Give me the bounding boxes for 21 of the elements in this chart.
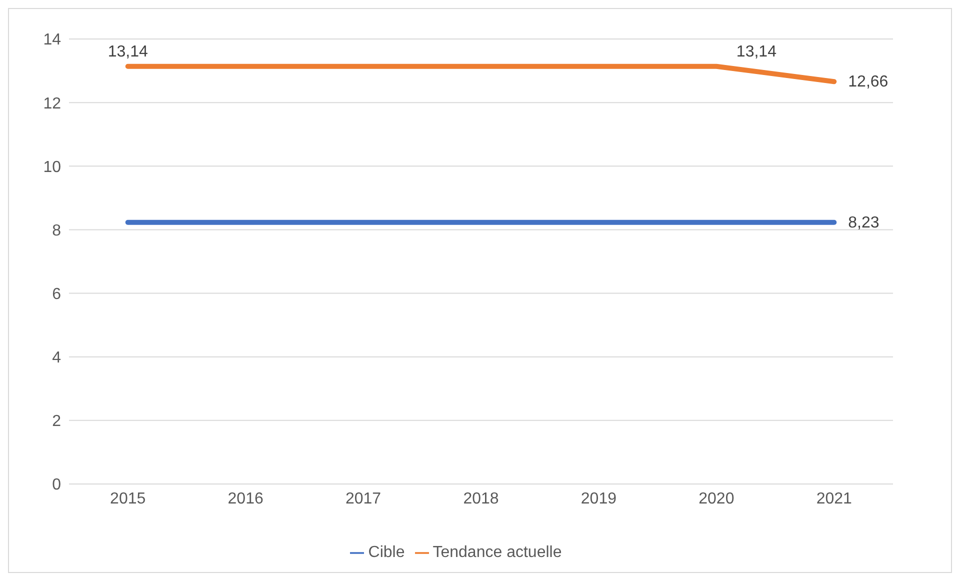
x-tick-label: 2020 — [698, 490, 734, 508]
x-tick-label: 2021 — [816, 490, 852, 508]
data-label: 13,14 — [108, 43, 148, 60]
legend-label: Cible — [368, 544, 405, 561]
data-label: 13,14 — [736, 43, 777, 60]
legend-label: Tendance actuelle — [432, 544, 562, 561]
y-tick-label: 10 — [43, 158, 62, 176]
x-tick-label: 2015 — [110, 490, 146, 508]
data-label: 12,66 — [848, 74, 888, 91]
y-tick-label: 4 — [52, 350, 62, 367]
y-tick-label: 8 — [52, 222, 62, 240]
x-tick-label: 2016 — [228, 490, 264, 508]
x-tick-label: 2018 — [463, 490, 499, 508]
y-tick-label: 14 — [43, 32, 62, 49]
y-tick-label: 0 — [52, 476, 62, 494]
y-tick-label: 6 — [52, 286, 62, 303]
x-tick-label: 2019 — [580, 490, 617, 508]
y-tick-label: 12 — [43, 95, 62, 112]
x-tick-label: 2017 — [345, 490, 382, 508]
y-tick-label: 2 — [52, 413, 62, 430]
data-label: 8,23 — [848, 214, 880, 232]
